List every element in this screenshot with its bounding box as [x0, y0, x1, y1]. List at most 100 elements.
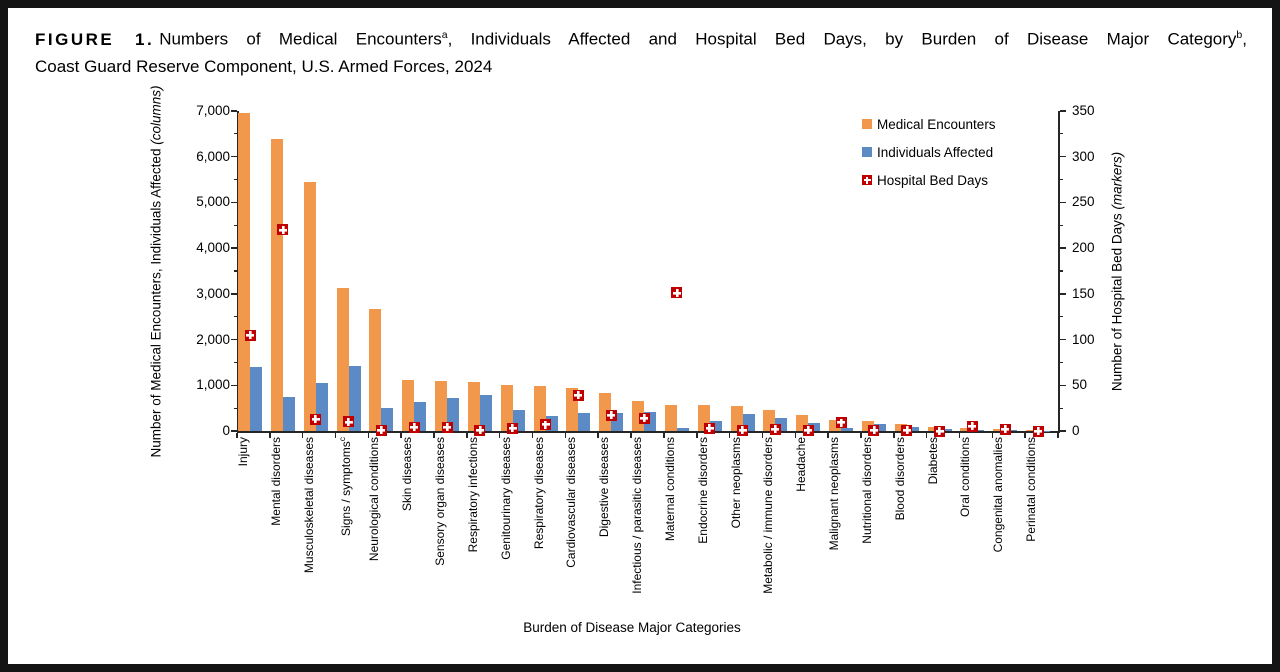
right-axis-tick-label: 250 [1072, 194, 1095, 210]
left-axis-tick-label: 2,000 [196, 331, 230, 347]
x-axis-tick [597, 432, 599, 438]
figure-title-line1: FIGURE 1. Numbers of Medical Encountersa,… [35, 22, 1247, 53]
x-axis-tick [433, 432, 435, 438]
marker-hospital-bed-days [671, 287, 683, 299]
legend-swatch-hospital-bed-days [862, 175, 872, 185]
right-axis-tick-label: 350 [1072, 103, 1095, 118]
right-axis-major-tick [1059, 201, 1066, 204]
x-category-label: Diabetes [925, 437, 940, 485]
right-axis-minor-tick [1059, 270, 1063, 272]
figure-page: FIGURE 1. Numbers of Medical Encountersa,… [8, 8, 1272, 664]
figure-title: FIGURE 1. Numbers of Medical Encountersa,… [35, 22, 1247, 80]
left-axis-minor-tick [234, 316, 237, 318]
right-axis-line [1058, 111, 1060, 433]
x-category-label: Sensory organ diseases [433, 437, 448, 566]
right-axis-major-tick [1059, 384, 1066, 387]
x-axis-line [237, 431, 1060, 433]
figure-title-text-1: Numbers of Medical Encounters [159, 29, 442, 49]
marker-hospital-bed-days [375, 424, 387, 436]
bar-individuals-affected [578, 413, 591, 431]
x-axis-tick [696, 432, 698, 438]
x-category-label: Genitourinary diseases [498, 437, 513, 560]
left-axis-major-tick [231, 110, 237, 112]
left-axis-tick-label: 1,000 [196, 377, 230, 393]
left-axis-minor-tick [234, 407, 237, 409]
x-axis-title: Burden of Disease Major Categories [523, 620, 741, 635]
right-axis-major-tick [1059, 430, 1066, 432]
marker-hospital-bed-days [704, 422, 716, 434]
x-category-label: Perinatal conditions [1024, 437, 1039, 542]
bar-medical-encounters [238, 113, 250, 431]
marker-hospital-bed-days [507, 422, 519, 434]
right-axis-tick-label: 200 [1072, 240, 1095, 256]
x-category-label: Metabolic / immune disorders [761, 437, 776, 594]
x-axis-tick [663, 432, 665, 438]
x-category-label: Blood disorders [892, 437, 907, 521]
bar-medical-encounters [894, 424, 907, 431]
bar-medical-encounters [861, 420, 874, 431]
marker-hospital-bed-days [802, 424, 814, 436]
bar-individuals-affected [873, 424, 886, 431]
x-category-label: Injury [236, 437, 250, 467]
marker-hospital-bed-days [1032, 425, 1044, 437]
x-axis-tick [991, 432, 994, 438]
x-axis-tick [367, 432, 370, 438]
marker-hospital-bed-days [310, 413, 322, 425]
bar-individuals-affected [841, 428, 854, 431]
x-axis-tick [630, 432, 632, 438]
bar-medical-encounters [829, 419, 842, 431]
x-axis-tick [1024, 432, 1026, 438]
bar-medical-encounters [369, 308, 382, 431]
marker-hospital-bed-days [638, 412, 650, 424]
x-axis-tick [531, 432, 534, 438]
x-axis-tick [893, 432, 895, 438]
x-category-label: Mental disorders [268, 437, 283, 526]
bar-medical-encounters [927, 426, 940, 431]
bar-individuals-affected [939, 428, 952, 431]
left-axis-tick-label: 6,000 [196, 148, 230, 164]
left-axis-tick-label: 4,000 [196, 240, 230, 256]
bar-individuals-affected [348, 366, 361, 431]
x-axis-tick [301, 432, 304, 438]
bar-individuals-affected [282, 397, 295, 431]
marker-hospital-bed-days [572, 389, 584, 401]
bar-medical-encounters [993, 429, 1006, 431]
x-axis-tick [794, 432, 797, 438]
bar-individuals-affected [709, 421, 722, 431]
bar-medical-encounters [402, 380, 415, 431]
footnote-sup-a: a [441, 29, 448, 41]
x-axis-tick [728, 432, 731, 438]
legend-item-hospital-bed-days: Hospital Bed Days [862, 170, 996, 190]
bar-medical-encounters [270, 139, 283, 431]
x-axis-tick [860, 432, 862, 438]
x-axis-tick [334, 432, 337, 438]
x-category-label: Respiratory diseases [531, 437, 546, 550]
right-axis-major-tick [1059, 155, 1066, 158]
right-axis-major-tick [1059, 247, 1066, 249]
legend-swatch-medical-encounters [862, 119, 872, 129]
x-axis-tick [925, 432, 928, 438]
bar-medical-encounters [599, 392, 612, 431]
left-axis-minor-tick [234, 270, 237, 272]
x-category-label: Other neoplasms [728, 437, 743, 529]
legend-item-individuals-affected: Individuals Affected [862, 142, 996, 162]
marker-hospital-bed-days [835, 417, 847, 429]
left-axis-minor-tick [234, 178, 237, 181]
x-axis-tick [958, 432, 961, 438]
x-axis-tick [466, 432, 468, 438]
marker-hospital-bed-days [408, 421, 420, 433]
marker-hospital-bed-days [901, 424, 913, 436]
legend-item-medical-encounters: Medical Encounters [862, 114, 996, 134]
bar-medical-encounters [664, 404, 677, 431]
marker-hospital-bed-days [441, 421, 453, 433]
footnote-sup-b: b [1236, 29, 1243, 41]
x-axis-tick [1057, 432, 1059, 438]
right-axis-major-tick [1059, 110, 1066, 112]
x-category-label: Digestive diseases [597, 437, 612, 538]
bar-individuals-affected [972, 429, 985, 431]
bar-medical-encounters [1026, 430, 1039, 431]
left-axis-major-tick [231, 293, 237, 295]
marker-hospital-bed-days [474, 424, 486, 436]
x-axis-tick [827, 432, 829, 438]
